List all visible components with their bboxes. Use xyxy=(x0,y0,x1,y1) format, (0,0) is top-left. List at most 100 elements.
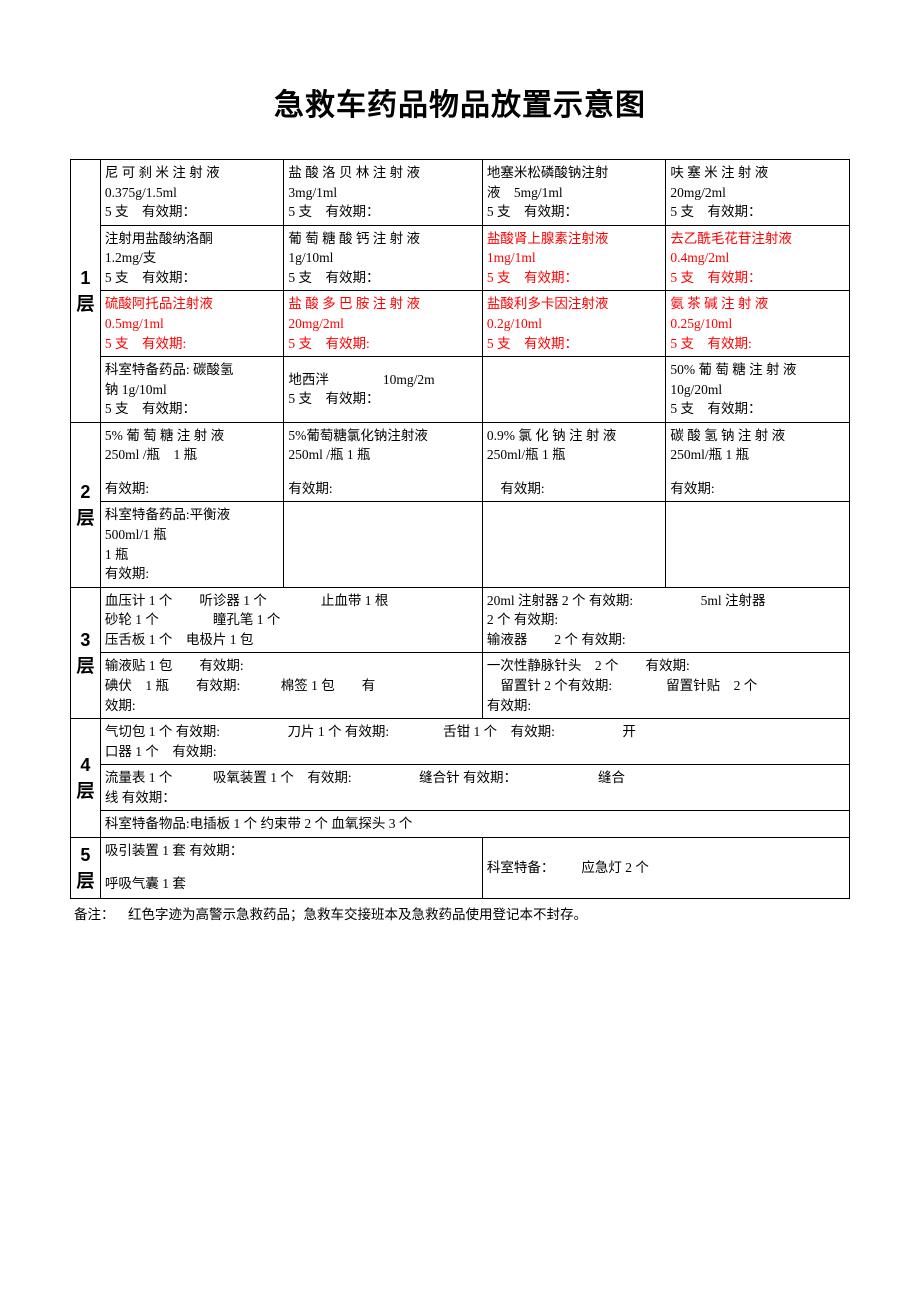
text: 效期: xyxy=(105,696,478,716)
text: 0.375g/1.5ml xyxy=(105,183,280,203)
text: 250ml/瓶 1 瓶 xyxy=(670,445,845,465)
text: 吸引装置 1 套 有效期： xyxy=(105,841,478,861)
text: 0.25g/10ml xyxy=(670,314,845,334)
text: 250ml /瓶 1 瓶 xyxy=(105,445,280,465)
cell: 流量表 1 个 吸氧装置 1 个 有效期: 缝合针 有效期： 缝合 线 有效期： xyxy=(100,765,849,811)
text: 5 支 有效期: xyxy=(670,334,845,354)
text: 1mg/1ml xyxy=(487,248,662,268)
cell: 地西泮 10mg/2m 5 支 有效期： xyxy=(284,357,482,423)
text: 去乙酰毛花苷注射液 xyxy=(670,229,845,249)
text: 5 支 有效期： xyxy=(288,202,477,222)
text: 1g/10ml xyxy=(288,248,477,268)
text: 5%葡萄糖氯化钠注射液 xyxy=(288,426,477,446)
cell: 50% 葡 萄 糖 注 射 液 10g/20ml 5 支 有效期： xyxy=(666,357,850,423)
text: 注射用盐酸纳洛酮 xyxy=(105,229,280,249)
text: 20mg/2ml xyxy=(670,183,845,203)
cell: 20ml 注射器 2 个 有效期: 5ml 注射器 2 个 有效期: 输液器 2… xyxy=(482,587,849,653)
text: 尼 可 刹 米 注 射 液 xyxy=(105,163,280,183)
text: 0.9% 氯 化 钠 注 射 液 xyxy=(487,426,662,446)
text: 5 支 有效期： xyxy=(670,399,845,419)
cell: 科室特备药品:平衡液 500ml/1 瓶 1 瓶 有效期: xyxy=(100,502,284,587)
text: 0.2g/10ml xyxy=(487,314,662,334)
text: 有效期: xyxy=(487,479,662,499)
cell: 盐 酸 洛 贝 林 注 射 液 3mg/1ml 5 支 有效期： xyxy=(284,160,482,226)
text: 盐酸利多卡因注射液 xyxy=(487,294,662,314)
text: 1.2mg/支 xyxy=(105,248,280,268)
text: 有效期: xyxy=(105,479,280,499)
text: 线 有效期： xyxy=(105,788,845,808)
layer-5-label: 5层 xyxy=(71,837,101,898)
cell: 吸引装置 1 套 有效期： 呼吸气囊 1 套 xyxy=(100,837,482,898)
text: 呼吸气囊 1 套 xyxy=(105,874,478,894)
cell: 盐 酸 多 巴 胺 注 射 液 20mg/2ml 5 支 有效期: xyxy=(284,291,482,357)
text: 5 支 有效期： xyxy=(487,268,662,288)
text: 10g/20ml xyxy=(670,380,845,400)
text: 0.5mg/1ml xyxy=(105,314,280,334)
text: 2 个 有效期: xyxy=(487,610,845,630)
text: 葡 萄 糖 酸 钙 注 射 液 xyxy=(288,229,477,249)
text: 科室特备： 应急灯 2 个 xyxy=(487,858,845,878)
text: 硫酸阿托品注射液 xyxy=(105,294,280,314)
text: 5 支 有效期: xyxy=(288,334,477,354)
text: 地塞米松磷酸钠注射 xyxy=(487,163,662,183)
text: 氨 茶 碱 注 射 液 xyxy=(670,294,845,314)
text: 20mg/2ml xyxy=(288,314,477,334)
text: 血压计 1 个 听诊器 1 个 止血带 1 根 xyxy=(105,591,478,611)
cell: 呋 塞 米 注 射 液 20mg/2ml 5 支 有效期： xyxy=(666,160,850,226)
text: 输液贴 1 包 有效期: xyxy=(105,656,478,676)
text: 有效期: xyxy=(288,479,477,499)
cell-empty xyxy=(666,502,850,587)
layer-3-label: 3层 xyxy=(71,587,101,718)
text: 盐 酸 多 巴 胺 注 射 液 xyxy=(288,294,477,314)
cell: 地塞米松磷酸钠注射 液 5mg/1ml 5 支 有效期： xyxy=(482,160,666,226)
cell: 碳 酸 氢 钠 注 射 液 250ml/瓶 1 瓶 有效期: xyxy=(666,422,850,502)
text: 科室特备药品:平衡液 xyxy=(105,505,280,525)
cell: 盐酸利多卡因注射液 0.2g/10ml 5 支 有效期： xyxy=(482,291,666,357)
text: 碘伏 1 瓶 有效期: 棉签 1 包 有 xyxy=(105,676,478,696)
text: 3mg/1ml xyxy=(288,183,477,203)
cell-empty xyxy=(284,502,482,587)
cell: 科室特备药品: 碳酸氢 钠 1g/10ml 5 支 有效期： xyxy=(100,357,284,423)
text: 呋 塞 米 注 射 液 xyxy=(670,163,845,183)
cell: 科室特备物品:电插板 1 个 约束带 2 个 血氧探头 3 个 xyxy=(100,811,849,838)
cell: 输液贴 1 包 有效期: 碘伏 1 瓶 有效期: 棉签 1 包 有 效期: xyxy=(100,653,482,719)
text: 5 支 有效期： xyxy=(487,334,662,354)
text: 5 支 有效期： xyxy=(288,389,477,409)
text: 0.4mg/2ml xyxy=(670,248,845,268)
text: 有效期: xyxy=(670,479,845,499)
text: 钠 1g/10ml xyxy=(105,380,280,400)
cell: 去乙酰毛花苷注射液 0.4mg/2ml 5 支 有效期： xyxy=(666,225,850,291)
text: 科室特备药品: 碳酸氢 xyxy=(105,360,280,380)
text: 5 支 有效期： xyxy=(487,202,662,222)
text: 5% 葡 萄 糖 注 射 液 xyxy=(105,426,280,446)
text: 地西泮 10mg/2m xyxy=(288,370,477,390)
text: 科室特备物品:电插板 1 个 约束带 2 个 血氧探头 3 个 xyxy=(105,814,845,834)
layer-2-label: 2层 xyxy=(71,422,101,587)
text: 气切包 1 个 有效期: 刀片 1 个 有效期: 舌钳 1 个 有效期: 开 xyxy=(105,722,845,742)
document-title: 急救车药品物品放置示意图 xyxy=(70,80,850,124)
text: 5 支 有效期： xyxy=(105,399,280,419)
text: 压舌板 1 个 电极片 1 包 xyxy=(105,630,478,650)
text: 5 支 有效期： xyxy=(670,202,845,222)
text: 一次性静脉针头 2 个 有效期: xyxy=(487,656,845,676)
text: 流量表 1 个 吸氧装置 1 个 有效期: 缝合针 有效期： 缝合 xyxy=(105,768,845,788)
cell: 科室特备： 应急灯 2 个 xyxy=(482,837,849,898)
cell-empty xyxy=(482,502,666,587)
cell: 5% 葡 萄 糖 注 射 液 250ml /瓶 1 瓶 有效期: xyxy=(100,422,284,502)
text: 口器 1 个 有效期: xyxy=(105,742,845,762)
cell: 5%葡萄糖氯化钠注射液 250ml /瓶 1 瓶 有效期: xyxy=(284,422,482,502)
cell: 尼 可 刹 米 注 射 液 0.375g/1.5ml 5 支 有效期： xyxy=(100,160,284,226)
text: 5 支 有效期： xyxy=(105,268,280,288)
text: 5 支 有效期： xyxy=(105,202,280,222)
text: 5 支 有效期： xyxy=(288,268,477,288)
text: 输液器 2 个 有效期: xyxy=(487,630,845,650)
text: 盐 酸 洛 贝 林 注 射 液 xyxy=(288,163,477,183)
text: 碳 酸 氢 钠 注 射 液 xyxy=(670,426,845,446)
text: 1 瓶 xyxy=(105,545,280,565)
text: 250ml/瓶 1 瓶 xyxy=(487,445,662,465)
text: 盐酸肾上腺素注射液 xyxy=(487,229,662,249)
text: 砂轮 1 个 瞳孔笔 1 个 xyxy=(105,610,478,630)
text: 50% 葡 萄 糖 注 射 液 xyxy=(670,360,845,380)
cell: 盐酸肾上腺素注射液 1mg/1ml 5 支 有效期： xyxy=(482,225,666,291)
layer-1-label: 1层 xyxy=(71,160,101,423)
